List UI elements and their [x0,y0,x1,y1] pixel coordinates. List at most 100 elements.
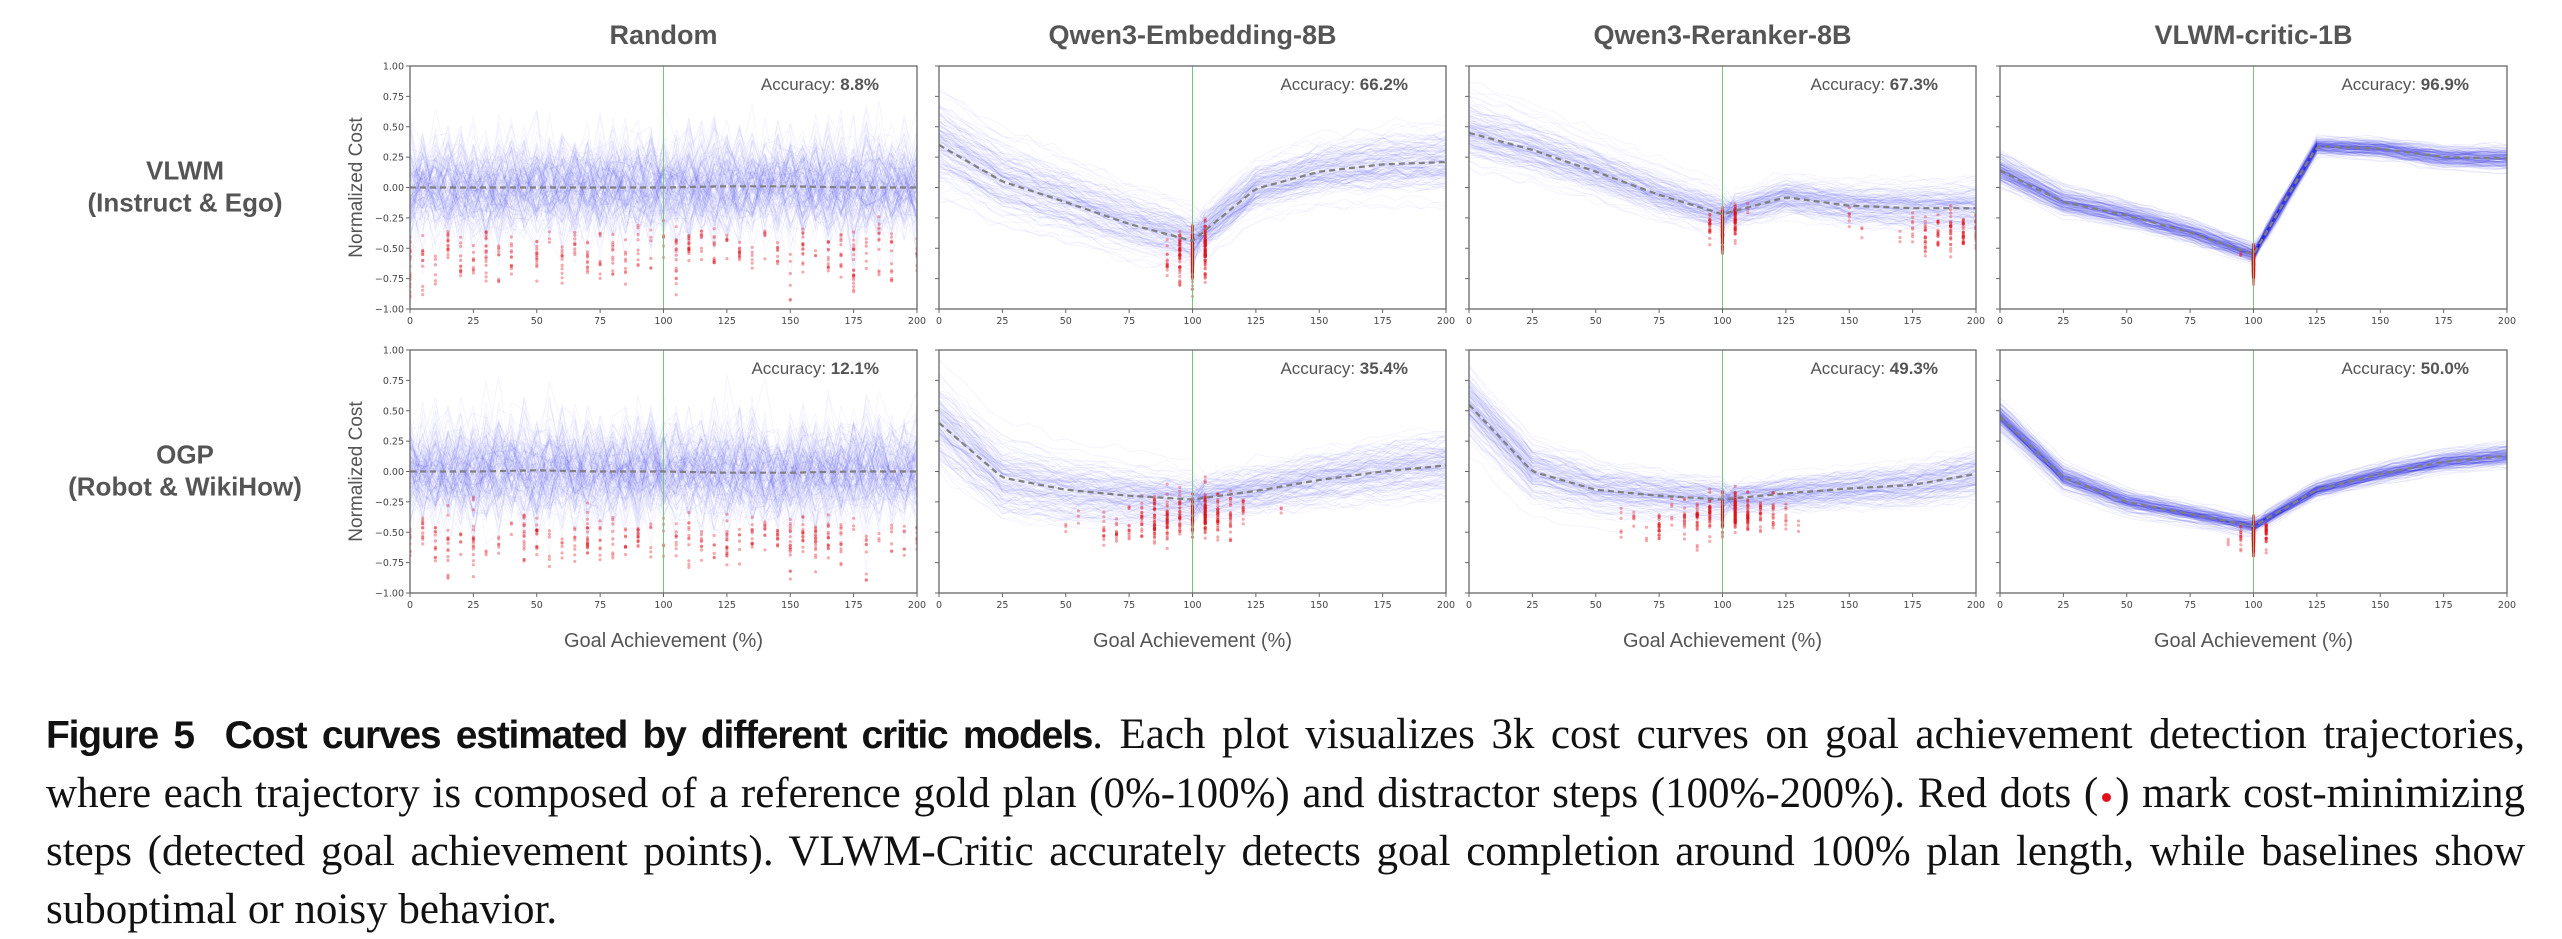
detected-goal-point [712,236,716,240]
detected-goal-point [1102,537,1106,542]
detected-goal-point [1203,502,1207,506]
detected-goal-point [1203,522,1207,526]
detected-goal-point [839,532,843,536]
detected-goal-point [839,239,843,243]
detected-goal-point [1923,239,1927,244]
detected-goal-point [636,531,640,535]
detected-goal-point [2239,547,2243,551]
detected-goal-point [1733,516,1737,520]
x-tick-label: 175 [845,316,863,327]
detected-goal-point [2264,523,2268,528]
detected-goal-point [687,241,691,245]
y-tick-label: −0.75 [375,558,404,569]
detected-goal-point [852,288,856,292]
detected-goal-point [1203,501,1207,505]
detected-goal-point [509,263,513,267]
detected-goal-point [699,234,704,238]
detected-goal-point [1733,228,1737,232]
detected-goal-point [1228,530,1233,534]
detected-goal-point [712,258,716,263]
detected-goal-point [1733,492,1737,496]
detected-goal-point [421,284,425,288]
detected-goal-point [1949,246,1953,251]
detected-goal-point [1961,222,1965,226]
detected-goal-point [1708,221,1712,225]
detected-goal-point [1657,523,1661,528]
detected-goal-point [788,517,792,522]
detected-goal-point [1923,223,1927,227]
detected-goal-point [699,545,704,549]
detected-goal-point [1203,252,1207,256]
y-tick-label: 0.75 [383,92,404,103]
detected-goal-point [814,254,818,258]
detected-goal-point [699,249,704,253]
detected-goal-point [2264,531,2268,536]
detected-goal-point [1657,513,1661,517]
detected-goal-point [623,271,628,275]
detected-goal-point [1178,252,1182,257]
detected-goal-point [1178,525,1182,530]
detected-goal-point [1203,495,1207,499]
detected-goal-point [1644,539,1649,543]
detected-goal-point [1178,243,1182,248]
detected-goal-point [547,532,552,536]
detected-goal-point [839,243,843,247]
detected-goal-point [611,261,615,265]
detected-goal-point [433,546,437,550]
detected-goal-point [1733,514,1737,519]
column-title: Qwen3-Reranker-8B [1593,20,1851,50]
detected-goal-point [1733,219,1737,223]
detected-goal-point [1619,516,1623,521]
detected-goal-point [1165,517,1169,521]
detected-goal-point [1657,528,1661,532]
detected-goal-point [826,241,830,245]
detected-goal-point [750,528,754,532]
detected-goal-point [611,537,615,541]
detected-goal-point [1746,521,1750,525]
detected-goal-point [1771,505,1775,509]
detected-goal-point [1203,258,1207,262]
detected-goal-point [826,543,830,548]
detected-goal-point [535,532,539,536]
detected-goal-point [1203,252,1207,256]
detected-goal-point [1203,261,1207,265]
detected-goal-point [1619,535,1623,539]
detected-goal-point [1657,533,1661,537]
detected-goal-point [1632,510,1636,514]
detected-goal-point [1228,496,1233,500]
detected-goal-point [674,522,678,526]
detected-goal-point [1152,506,1157,510]
detected-goal-point [598,558,602,562]
detected-goal-point [433,555,437,560]
detected-goal-point [585,268,590,272]
detected-goal-point [852,285,856,289]
detected-goal-point [471,559,475,563]
detected-goal-point [1152,498,1157,502]
detected-goal-point [1178,281,1182,285]
detected-goal-point [763,234,767,238]
detected-goal-point [1695,510,1699,514]
detected-goal-point [1632,514,1636,518]
detected-goal-point [446,541,450,545]
detected-goal-point [433,263,437,267]
detected-goal-point [1733,495,1737,499]
x-tick-label: 25 [2057,316,2069,327]
detected-goal-point [649,526,653,530]
detected-goal-point [1102,519,1106,523]
detected-goal-point [471,547,475,551]
detected-goal-point [522,542,526,546]
detected-goal-point [674,240,678,244]
detected-goal-point [1682,518,1687,522]
detected-goal-point [471,575,475,579]
detected-goal-point [1708,490,1712,494]
detected-goal-point [1203,248,1207,253]
detected-goal-point [1708,512,1712,517]
detected-goal-point [535,544,539,549]
detected-goal-point [801,515,805,519]
x-tick-label: 175 [2435,316,2453,327]
detected-goal-point [2264,524,2268,528]
x-tick-label: 150 [1310,316,1328,327]
detected-goal-point [484,244,488,248]
detected-goal-point [1758,518,1763,522]
detected-goal-point [1657,525,1661,529]
